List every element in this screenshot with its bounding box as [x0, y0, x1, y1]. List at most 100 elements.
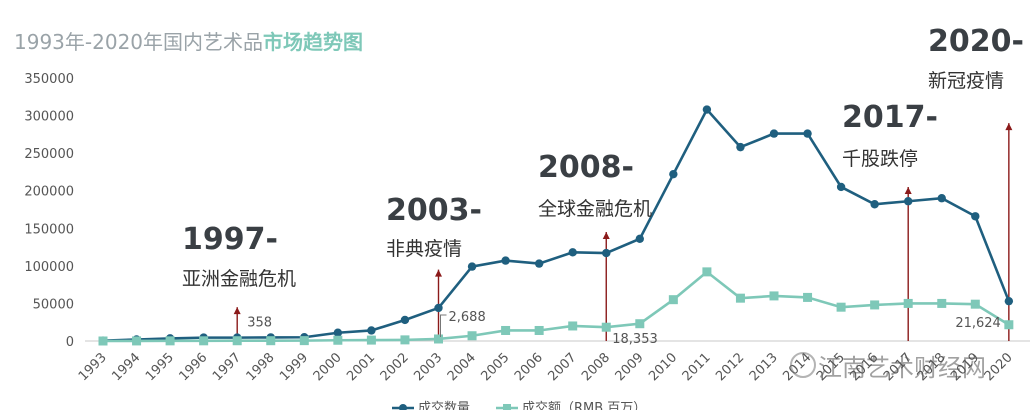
y-tick-label: 200000 [24, 185, 74, 200]
series-1-point [434, 334, 443, 344]
event-arrowhead [602, 232, 610, 240]
series-0-point [870, 200, 879, 209]
series-1-point [903, 298, 913, 308]
series-1-point [803, 292, 813, 302]
x-tick-label: 2011 [680, 350, 714, 384]
series-0-point [669, 169, 678, 179]
x-tick-label: 1994 [109, 350, 143, 384]
series-1-point [735, 293, 745, 303]
event-arrowhead [904, 186, 912, 194]
y-tick-label: 150000 [24, 222, 74, 237]
series-0-point [904, 197, 913, 206]
series-1-point [165, 336, 175, 346]
series-line-1 [102, 270, 1010, 343]
series-1-point [668, 295, 678, 305]
series-1-point [299, 336, 309, 346]
annotation-year-1997: 1997- [182, 222, 278, 257]
series-0-point [602, 248, 611, 258]
annotation-text-1997: 亚洲金融危机 [182, 268, 297, 290]
data-label: 21,624 [955, 316, 1001, 331]
series-0-point [501, 256, 510, 265]
x-tick-label: 2003 [411, 350, 445, 384]
event-arrowhead [233, 307, 241, 315]
y-tick-label: 50000 [33, 297, 74, 312]
x-tick-label: 1999 [277, 350, 311, 384]
series-1-point [970, 299, 980, 309]
series-1-point [467, 331, 477, 341]
x-tick-label: 1998 [244, 350, 278, 384]
annotation-text-2003: 非典疫情 [386, 238, 463, 260]
y-tick-label: 300000 [24, 110, 74, 125]
legend-label-0: 成交数量 [418, 400, 470, 410]
y-tick-label: 0 [66, 335, 74, 350]
x-tick-label: 1993 [76, 350, 110, 384]
x-tick-label: 2012 [713, 350, 747, 384]
series-1-point [98, 336, 108, 346]
series-0-point [803, 129, 812, 138]
series-1-point [501, 325, 511, 335]
x-tick-label: 1996 [176, 350, 210, 384]
annotation-text-2017: 千股跌停 [842, 148, 919, 170]
event-arrowhead [435, 269, 442, 277]
series-0-point [333, 328, 343, 337]
watermark-text: 江南艺术财经网 [818, 354, 986, 382]
data-label: 358 [247, 316, 272, 331]
legend-marker-0 [399, 404, 407, 410]
data-label: 18,353 [612, 332, 658, 347]
x-tick-label: 2013 [747, 350, 781, 384]
series-1-point [266, 336, 276, 346]
x-tick-label: 2004 [445, 350, 479, 384]
series-0-point [769, 129, 779, 138]
series-0-point [736, 142, 745, 152]
annotation-year-2017: 2017- [842, 100, 938, 135]
series-1-point [333, 335, 343, 345]
series-0-point [937, 194, 946, 203]
series-0-point [367, 326, 376, 335]
series-0-point [568, 248, 577, 257]
data-label-leader [440, 314, 447, 337]
legend-marker-1 [503, 404, 511, 410]
series-0-point [702, 105, 712, 114]
series-0-point [534, 259, 544, 268]
series-0-point [434, 303, 443, 313]
series-1-point [937, 298, 947, 308]
x-tick-label: 1995 [143, 350, 177, 384]
series-1-point [769, 291, 779, 301]
y-tick-label: 250000 [24, 147, 74, 162]
series-1-point [132, 336, 142, 346]
series-1-point [534, 325, 544, 335]
series-0-point [1004, 296, 1014, 306]
series-1-point [870, 300, 880, 310]
series-1-point [1004, 320, 1014, 330]
chart-title: 1993年-2020年国内艺术品市场趋势图 [14, 26, 363, 55]
series-1-point [199, 336, 209, 346]
series-1-point [635, 319, 645, 329]
series-1-point [400, 335, 410, 345]
y-tick-label: 350000 [24, 72, 74, 87]
annotation-year-2003: 2003- [386, 193, 482, 228]
series-0-point [467, 262, 477, 271]
annotation-text-2020: 新冠疫情 [928, 70, 1005, 92]
x-tick-label: 2020 [982, 350, 1016, 384]
series-0-point [400, 315, 410, 325]
series-0-point [971, 212, 980, 221]
legend-label-1: 成交额（RMB 百万） [522, 400, 646, 410]
chart-title-part1: 1993年-2020年国内艺术品 [14, 30, 264, 54]
series-0-point [836, 182, 846, 192]
series-1-point [601, 322, 611, 332]
wechat-icon [790, 352, 816, 378]
series-1-point [232, 336, 242, 346]
x-tick-label: 2008 [579, 350, 613, 384]
annotation-year-2008: 2008- [538, 150, 634, 185]
x-tick-label: 2000 [311, 350, 345, 384]
y-tick-label: 100000 [24, 260, 74, 275]
x-tick-label: 2002 [378, 350, 412, 384]
x-tick-label: 2006 [512, 350, 546, 384]
x-tick-label: 2007 [546, 350, 580, 384]
annotation-text-2008: 全球金融危机 [538, 198, 653, 220]
x-tick-label: 2001 [344, 350, 378, 384]
x-tick-label: 1997 [210, 350, 244, 384]
data-label: 2,688 [449, 310, 486, 325]
series-0-point [635, 234, 644, 244]
